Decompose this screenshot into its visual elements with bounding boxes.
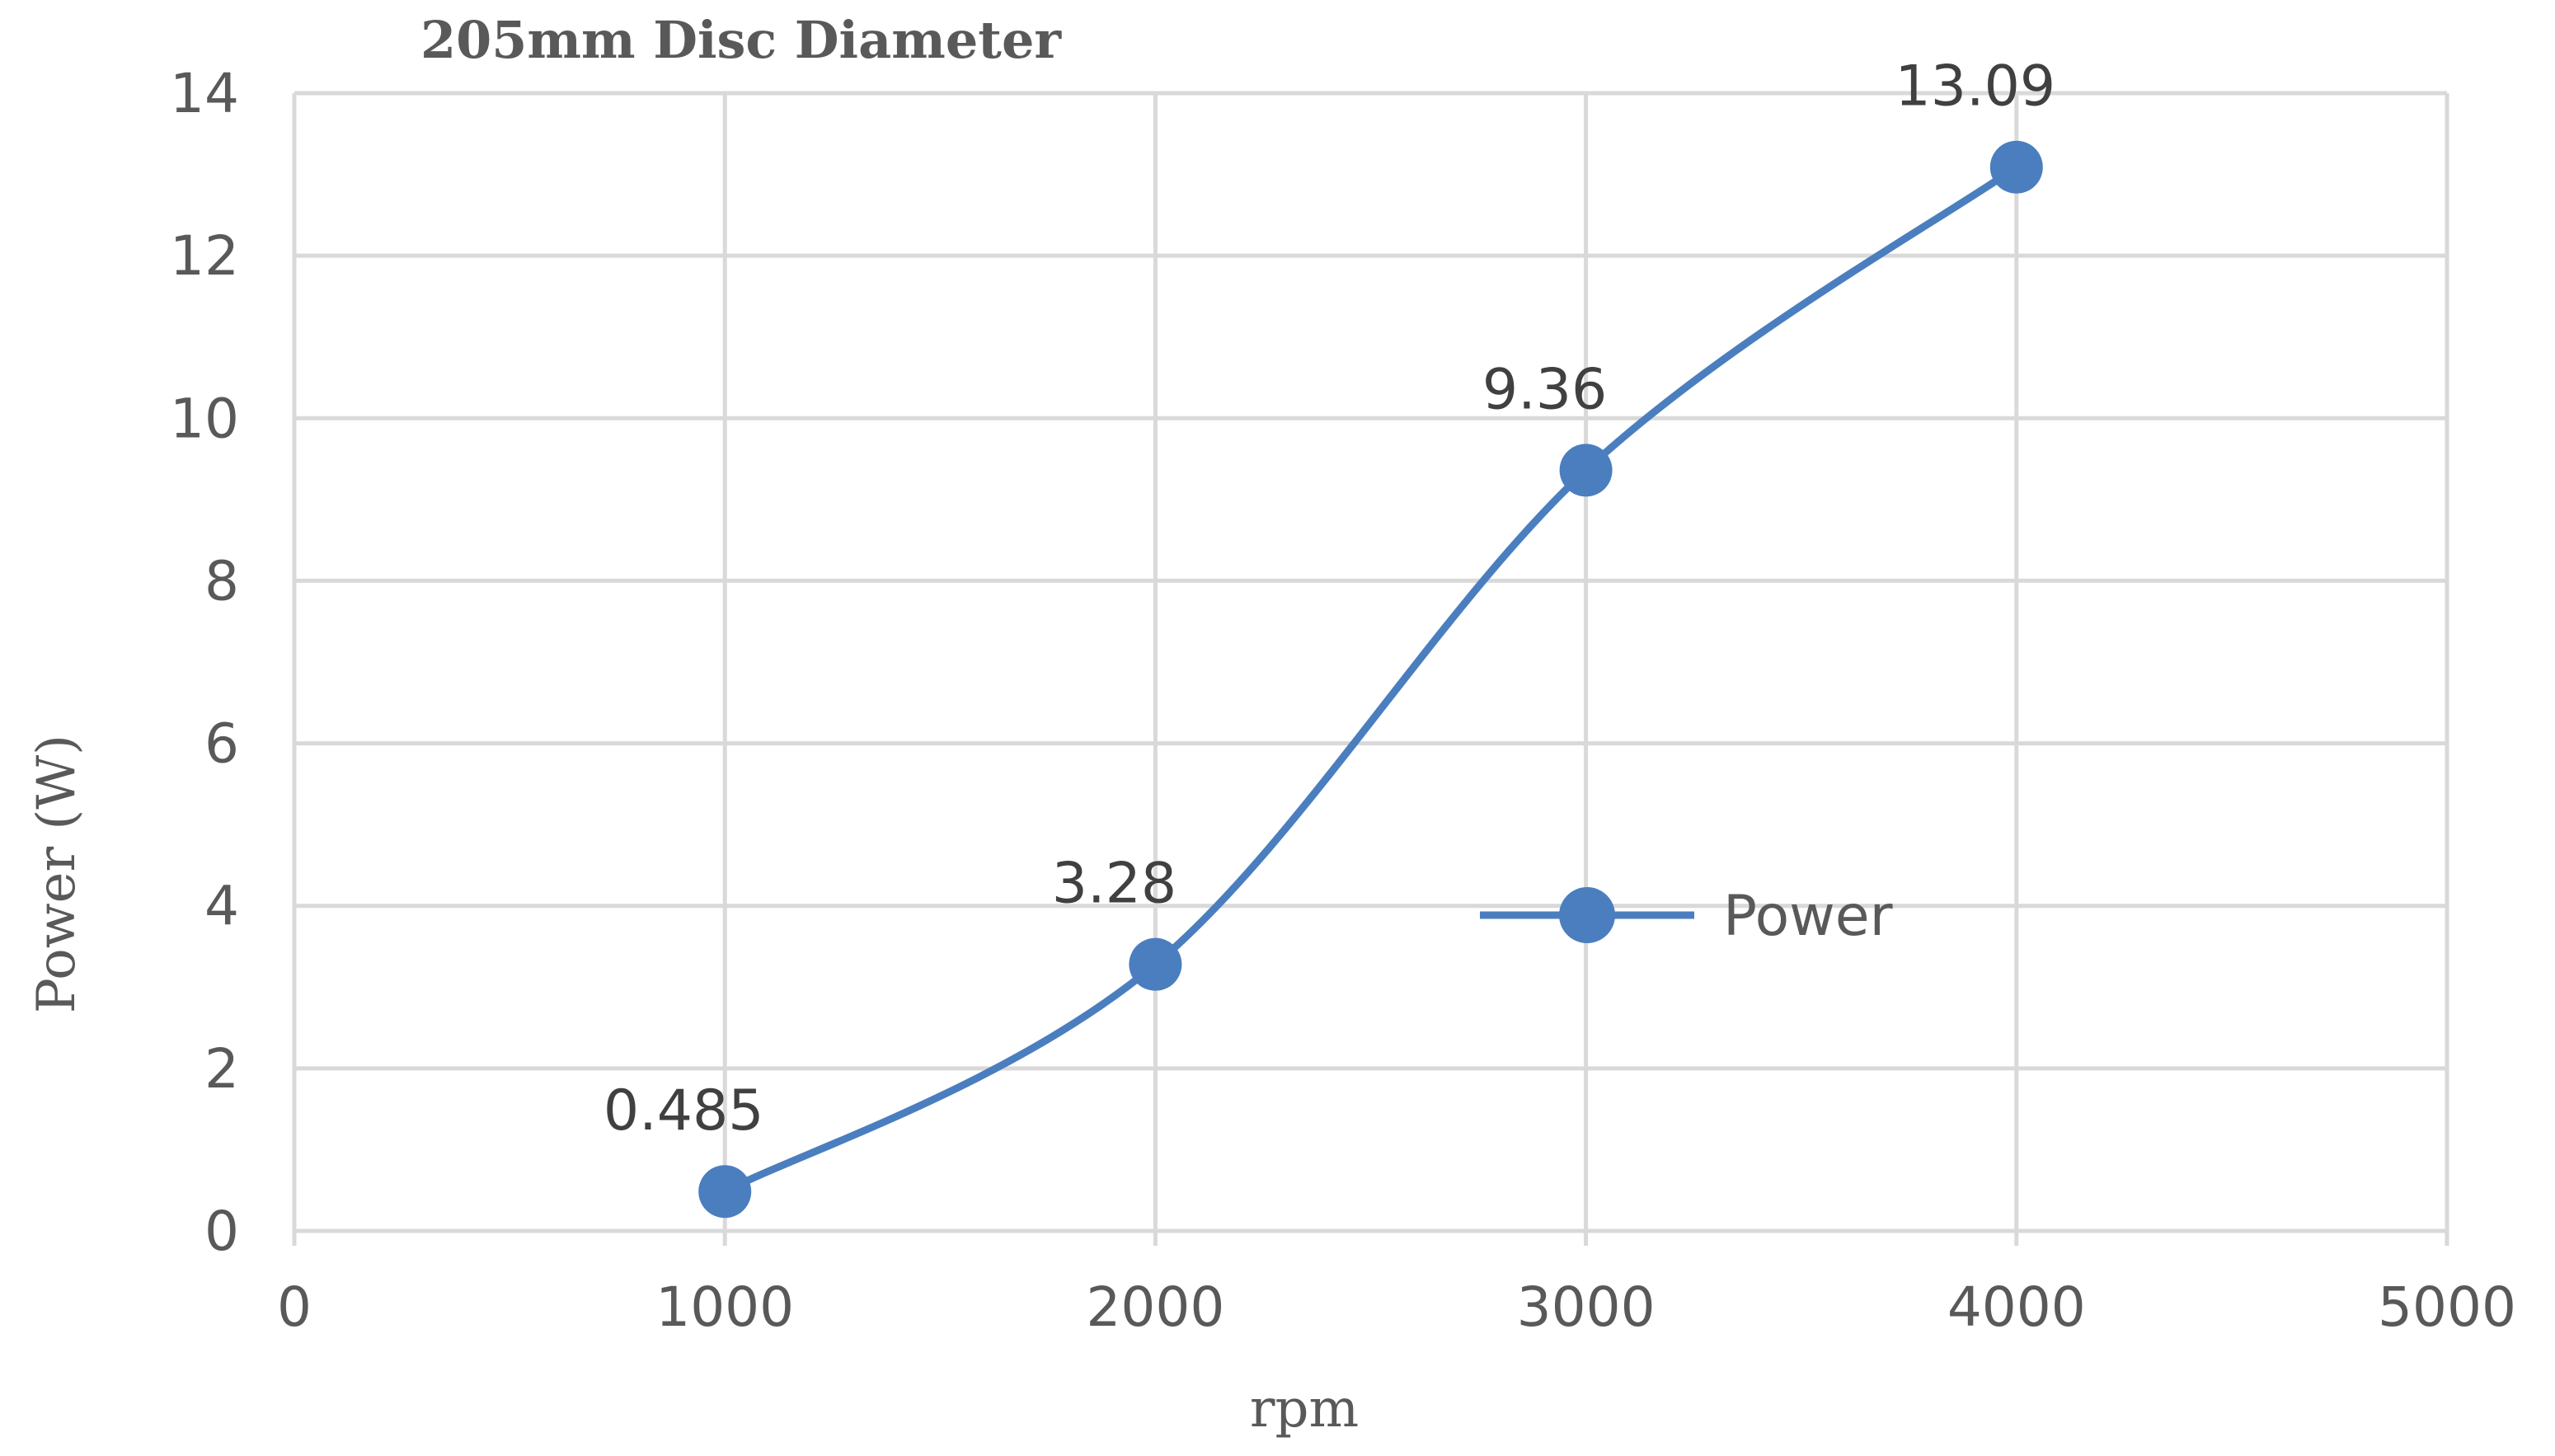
y-tick-label: 8 — [204, 549, 239, 613]
y-tick-label: 10 — [170, 387, 239, 450]
data-point-marker — [1559, 444, 1613, 497]
data-point-marker — [698, 1165, 752, 1219]
series-layer — [698, 140, 2043, 1219]
x-tick-label: 0 — [277, 1275, 312, 1339]
chart-title: 205mm Disc Diameter — [420, 10, 1062, 70]
data-point-marker — [1989, 140, 2043, 194]
y-tick-label: 0 — [204, 1200, 239, 1263]
data-point-label: 13.09 — [1895, 54, 2055, 120]
series-line-power — [721, 163, 2021, 1195]
x-axis-title: rpm — [1250, 1379, 1359, 1440]
y-axis-title: Power (W) — [26, 735, 87, 1013]
grid — [292, 91, 2449, 1246]
data-point-label: 3.28 — [1052, 852, 1177, 917]
y-tick-label: 2 — [204, 1037, 239, 1101]
data-labels: 0.485 3.28 9.36 13.09 — [604, 54, 2055, 1144]
data-point-marker — [1129, 937, 1182, 991]
data-point-label: 9.36 — [1482, 357, 1607, 422]
x-tick-label: 2000 — [1086, 1275, 1224, 1339]
x-tick-label: 5000 — [2378, 1275, 2516, 1339]
legend-label: Power — [1723, 884, 1893, 949]
data-point-label: 0.485 — [604, 1078, 764, 1144]
y-tick-label: 14 — [170, 62, 239, 125]
x-axis-ticks: 0 1000 2000 3000 4000 5000 — [277, 1275, 2516, 1339]
y-tick-label: 4 — [204, 875, 239, 938]
y-tick-label: 12 — [170, 224, 239, 288]
legend: Power — [1480, 884, 1893, 949]
x-tick-label: 4000 — [1947, 1275, 2086, 1339]
legend-marker — [1559, 887, 1615, 943]
x-tick-label: 1000 — [655, 1275, 794, 1339]
y-axis-ticks: 0 2 4 6 8 10 12 14 — [170, 62, 239, 1263]
x-tick-label: 3000 — [1517, 1275, 1656, 1339]
y-tick-label: 6 — [204, 712, 239, 776]
